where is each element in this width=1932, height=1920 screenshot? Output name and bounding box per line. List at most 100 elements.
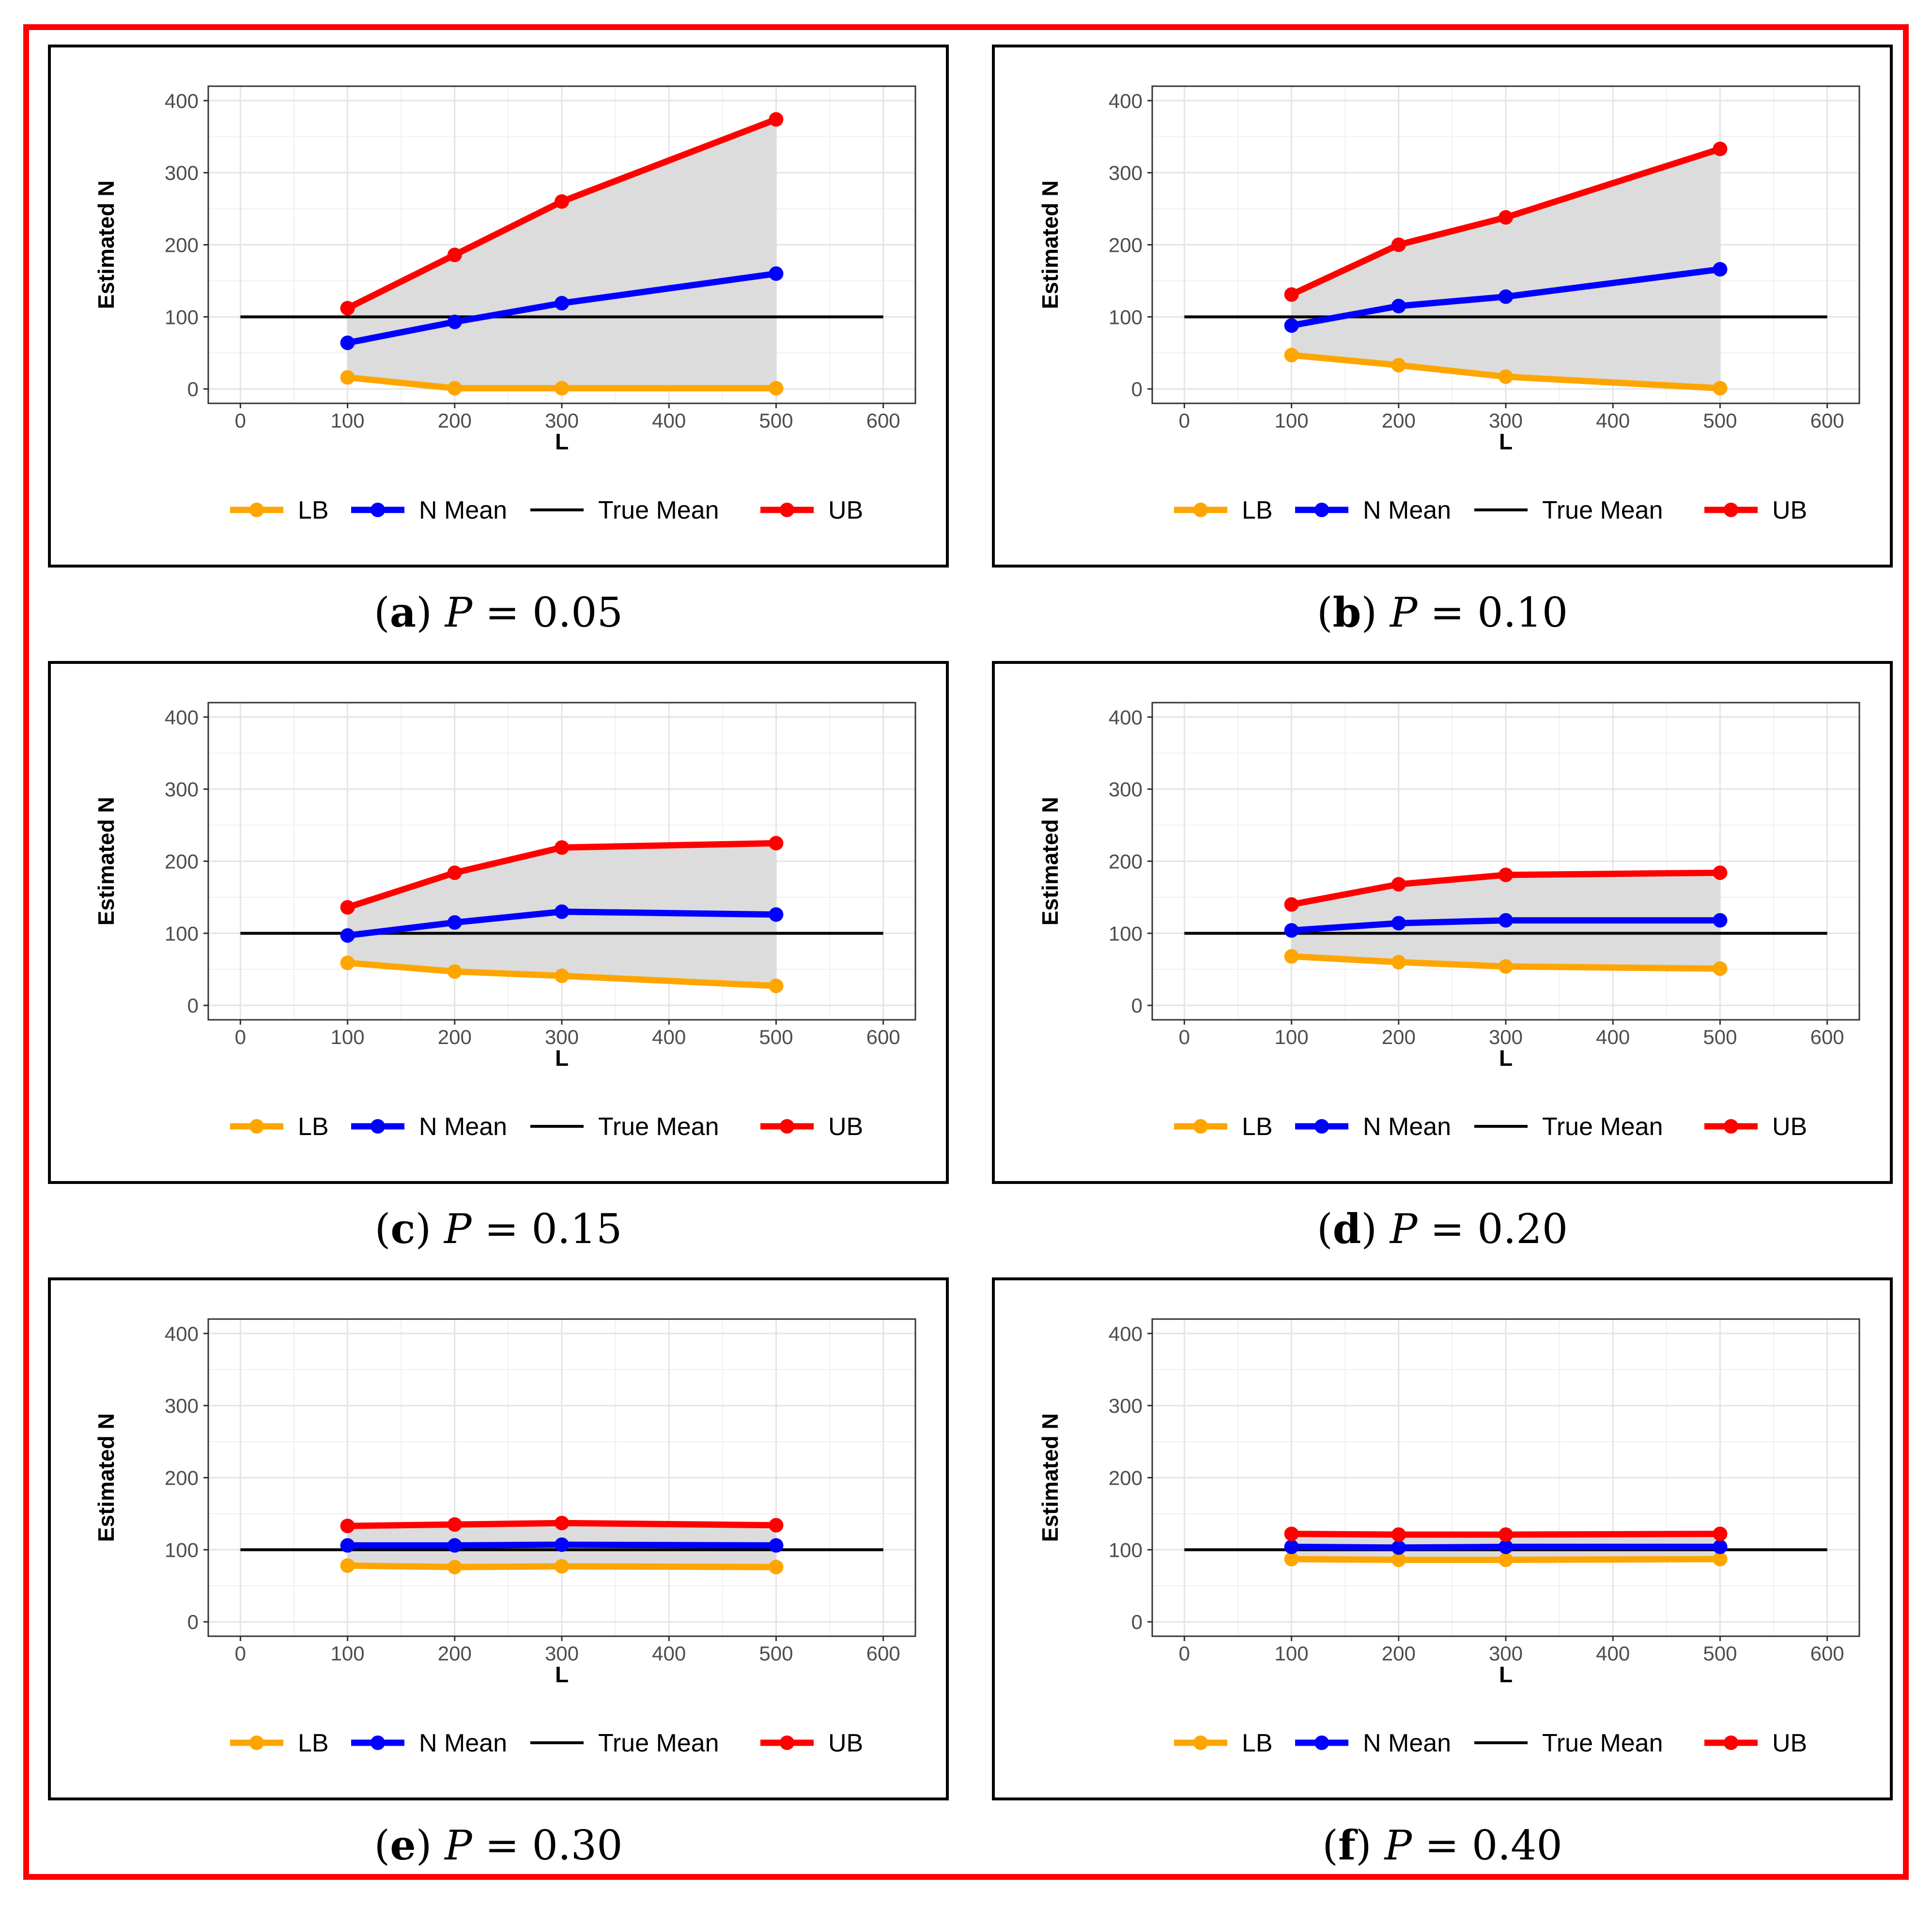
x-tick-label: 400 <box>652 1642 686 1665</box>
y-tick-label: 100 <box>1109 922 1143 945</box>
x-tick-label: 300 <box>1489 409 1523 432</box>
legend-label-ub: UB <box>1772 496 1807 524</box>
series-line-lb <box>344 959 779 989</box>
y-axis-title: Estimated N <box>93 1413 119 1542</box>
x-axis-title: L <box>555 429 569 454</box>
point-mean <box>1499 1539 1513 1554</box>
y-axis-title: Estimated N <box>93 797 119 926</box>
point-lb <box>1391 358 1406 373</box>
y-tick-label: 400 <box>1109 1322 1143 1345</box>
x-tick-label: 100 <box>1275 1026 1309 1048</box>
y-tick-label: 200 <box>165 1467 199 1490</box>
series-line-ub <box>1288 146 1723 298</box>
legend-dot-lb <box>1193 1736 1208 1750</box>
y-tick-label: 300 <box>165 778 199 801</box>
caption-f: (f) P = 0.40 <box>1322 1821 1562 1869</box>
point-ub <box>1713 1526 1728 1541</box>
x-tick-label: 600 <box>866 1642 900 1665</box>
legend-dot-mean <box>1314 1119 1329 1134</box>
y-axis-title: Estimated N <box>93 181 119 309</box>
legend-dot-ub <box>780 1119 794 1134</box>
legend-label-true: True Mean <box>1542 1113 1663 1141</box>
point-mean <box>555 1537 569 1552</box>
confidence-band <box>1291 149 1720 388</box>
y-tick-label: 400 <box>165 706 199 729</box>
point-ub <box>555 1516 569 1531</box>
point-ub <box>769 1518 784 1533</box>
legend-label-ub: UB <box>828 1113 863 1141</box>
legend-dot-ub <box>780 1736 794 1750</box>
x-tick-label: 100 <box>331 1026 365 1048</box>
legend-label-lb: LB <box>1242 496 1273 524</box>
y-tick-label: 0 <box>1131 1611 1143 1633</box>
x-tick-label: 600 <box>1810 1026 1844 1048</box>
chart-panel-c: 0 100 200 300 400 500 600 0 100 200 300 400 L Estimat… <box>48 661 949 1184</box>
y-tick-label: 300 <box>1109 778 1143 801</box>
point-lb <box>340 1558 355 1573</box>
legend-label-mean: N Mean <box>1363 496 1451 524</box>
x-tick-label: 0 <box>235 1642 246 1665</box>
x-tick-label: 0 <box>1179 1642 1190 1665</box>
y-tick-label: 100 <box>165 1538 199 1561</box>
series-line-mean <box>1288 266 1723 329</box>
x-tick-label: 200 <box>1382 1026 1416 1048</box>
x-tick-label: 0 <box>235 409 246 432</box>
x-tick-label: 600 <box>1810 1642 1844 1665</box>
point-ub <box>769 836 784 851</box>
series-line-ub <box>1288 1531 1723 1538</box>
legend-dot-lb <box>249 503 264 517</box>
point-lb <box>1713 381 1728 396</box>
series-line-mean <box>344 270 779 346</box>
legend-label-true: True Mean <box>598 496 719 524</box>
series-line-mean <box>1288 917 1723 934</box>
chart-panel-e: 0 100 200 300 400 500 600 0 100 200 300 400 L Estimat… <box>48 1277 949 1800</box>
figure-frame <box>23 24 1909 1880</box>
chart-svg-a: 0 100 200 300 400 500 600 0 100 200 300 400 L Estimat… <box>93 85 916 524</box>
x-tick-label: 100 <box>331 409 365 432</box>
y-tick-label: 0 <box>1131 378 1143 400</box>
point-mean <box>447 314 462 329</box>
caption-d: (d) P = 0.20 <box>1316 1205 1568 1253</box>
point-ub <box>555 840 569 855</box>
series-line-ub <box>344 840 779 911</box>
legend-dot-mean <box>1314 1736 1329 1750</box>
legend-label-lb: LB <box>298 1729 329 1757</box>
point-ub <box>340 900 355 915</box>
y-tick-label: 300 <box>1109 162 1143 184</box>
point-mean <box>340 928 355 943</box>
x-tick-label: 600 <box>866 409 900 432</box>
legend-label-ub: UB <box>1772 1113 1807 1141</box>
point-ub <box>1499 867 1513 882</box>
legend-label-true: True Mean <box>1542 496 1663 524</box>
x-tick-label: 100 <box>1275 1642 1309 1665</box>
series-line-ub <box>344 116 779 311</box>
point-mean <box>1713 262 1728 277</box>
point-mean <box>340 335 355 350</box>
point-lb <box>340 955 355 970</box>
y-tick-label: 400 <box>165 1322 199 1345</box>
legend-dot-ub <box>1724 1736 1738 1750</box>
x-tick-label: 400 <box>1596 409 1630 432</box>
y-tick-label: 100 <box>165 306 199 328</box>
point-mean <box>769 266 784 281</box>
point-lb <box>769 1560 784 1575</box>
point-mean <box>1713 913 1728 928</box>
y-tick-label: 200 <box>1109 850 1143 873</box>
legend-label-mean: N Mean <box>1363 1113 1451 1141</box>
legend-dot-lb <box>1193 503 1208 517</box>
y-tick-label: 100 <box>1109 306 1143 328</box>
series-line-lb <box>1288 953 1723 972</box>
x-tick-label: 100 <box>331 1642 365 1665</box>
point-lb <box>1713 961 1728 976</box>
legend-dot-mean <box>371 1736 385 1750</box>
legend-dot-ub <box>780 503 794 517</box>
chart-svg-b: 0 100 200 300 400 500 600 0 100 200 300 400 L Estimat… <box>1037 85 1860 524</box>
point-ub <box>1284 287 1299 302</box>
point-mean <box>555 904 569 919</box>
x-tick-label: 300 <box>545 1642 579 1665</box>
point-mean <box>1713 1539 1728 1554</box>
caption-b: (b) P = 0.10 <box>1316 588 1568 636</box>
point-mean <box>555 296 569 311</box>
y-tick-label: 400 <box>1109 90 1143 112</box>
legend-label-ub: UB <box>1772 1729 1807 1757</box>
